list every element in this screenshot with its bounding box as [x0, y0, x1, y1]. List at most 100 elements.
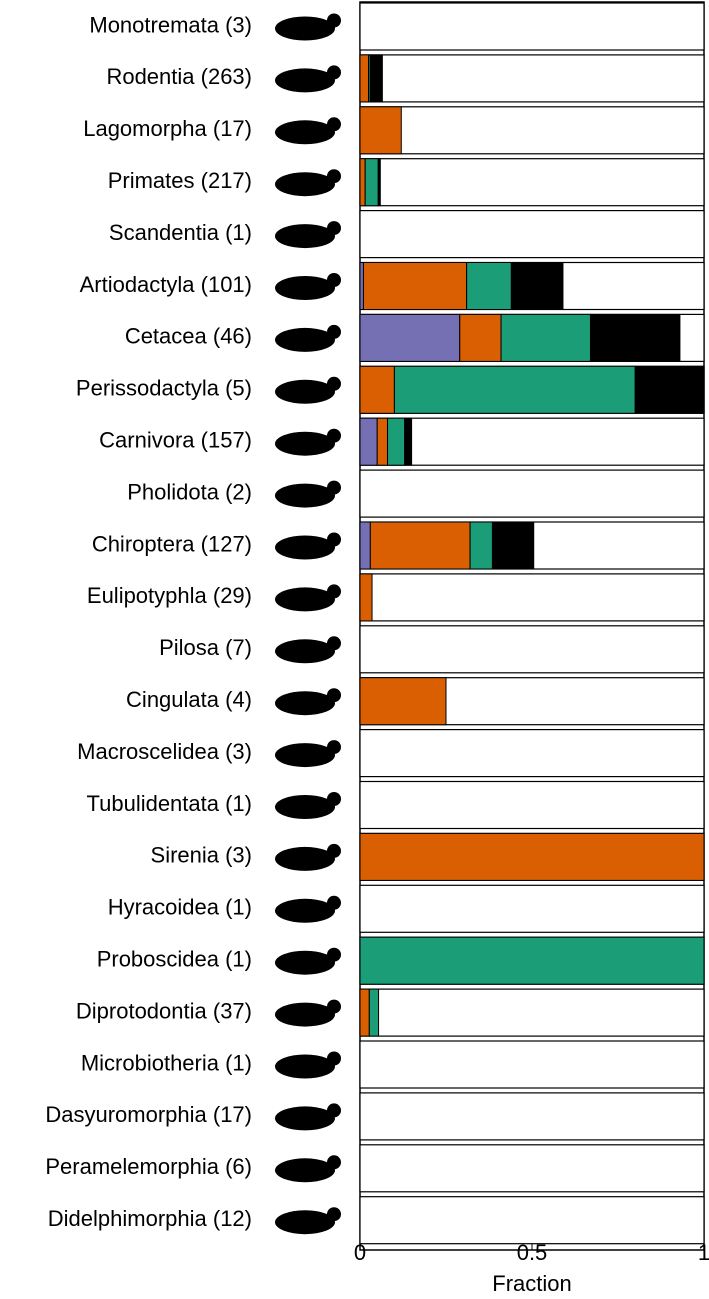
animal-silhouette [327, 1155, 341, 1170]
bar-background [359, 988, 705, 1037]
bar-segment [359, 832, 705, 881]
bar-background [359, 54, 705, 103]
animal-silhouette [275, 846, 335, 871]
animal-silhouette [275, 743, 335, 768]
y-tick-label: Primates (217) [108, 168, 252, 193]
animal-silhouette [275, 276, 335, 300]
x-tick-label: 0 [354, 1240, 366, 1265]
y-tick-label: Dasyuromorphia (17) [45, 1102, 252, 1127]
animal-silhouette [275, 1002, 335, 1027]
y-tick-label: Perissodactyla (5) [76, 376, 252, 401]
y-tick-label: Sirenia (3) [151, 843, 252, 868]
animal-silhouette [275, 1054, 335, 1079]
bar-segment [359, 417, 378, 466]
animal-silhouette [327, 688, 341, 703]
bar-background [359, 417, 705, 466]
animal-silhouette [275, 1210, 335, 1235]
animal-silhouette [275, 16, 335, 41]
y-tick-label: Scandentia (1) [109, 220, 252, 245]
animal-silhouette [327, 895, 341, 910]
animal-silhouette [275, 327, 335, 352]
bar-segment [589, 313, 681, 362]
bar-segment [387, 417, 406, 466]
bar-background [359, 625, 705, 674]
animal-silhouette [327, 13, 341, 28]
bar-background [359, 884, 705, 933]
bar-segment [359, 521, 371, 570]
bar-segment [359, 158, 366, 207]
animal-silhouette [327, 65, 341, 80]
bar-segment [362, 262, 468, 310]
animal-silhouette [275, 639, 335, 664]
animal-silhouette [327, 584, 341, 599]
animal-silhouette [327, 273, 341, 287]
bar-segment [634, 365, 705, 414]
bar-segment [359, 573, 373, 622]
bar-background [359, 2, 705, 51]
y-tick-label: Eulipotyphla (29) [87, 583, 252, 608]
y-tick-label: Rodentia (263) [106, 64, 252, 89]
animal-silhouette [327, 1103, 341, 1118]
animal-silhouette [327, 792, 341, 806]
animal-silhouette [327, 169, 341, 184]
bar-segment [369, 54, 383, 103]
bar-background [359, 1144, 705, 1193]
animal-silhouette [275, 379, 335, 404]
bar-segment [376, 417, 389, 466]
bar-segment [368, 988, 380, 1037]
y-tick-label: Cetacea (46) [125, 324, 252, 349]
bar-background [359, 1196, 705, 1245]
y-tick-label: Lagomorpha (17) [83, 116, 252, 141]
bar-background [359, 210, 705, 259]
bar-segment [369, 521, 471, 570]
y-tick-label: Pholidota (2) [127, 479, 252, 504]
x-axis-label: Fraction [492, 1271, 571, 1296]
animal-silhouette [327, 324, 341, 339]
bar-segment [359, 365, 395, 414]
y-tick-label: Pilosa (7) [159, 635, 252, 660]
animal-silhouette [327, 947, 341, 962]
animal-silhouette [275, 431, 335, 456]
bar-segment [393, 365, 636, 414]
y-tick-label: Cingulata (4) [126, 687, 252, 712]
bar-segment [359, 262, 364, 310]
y-tick-label: Carnivora (157) [99, 428, 252, 453]
bar-background [359, 780, 705, 830]
bar-background [359, 1040, 705, 1089]
animal-silhouette [327, 532, 341, 547]
x-tick-label: 1 [698, 1240, 709, 1265]
animal-silhouette [327, 1207, 341, 1222]
y-tick-label: Proboscidea (1) [97, 947, 252, 972]
bar-segment [359, 106, 402, 155]
bar-segment [359, 313, 461, 362]
animal-silhouette [327, 117, 341, 132]
animal-silhouette [275, 950, 335, 975]
bar-segment [377, 158, 381, 207]
animal-silhouette [275, 587, 335, 612]
bar-background [359, 1092, 705, 1141]
animal-silhouette [275, 120, 335, 145]
animal-silhouette [275, 535, 335, 560]
animal-silhouette [275, 691, 335, 716]
bar-background [359, 469, 705, 518]
y-tick-label: Chiroptera (127) [92, 531, 252, 556]
animal-silhouette [327, 376, 341, 391]
y-tick-label: Macroscelidea (3) [77, 739, 252, 764]
animal-silhouette [275, 1106, 335, 1131]
y-tick-label: Hyracoidea (1) [108, 895, 252, 920]
bar-segment [404, 417, 413, 466]
animal-silhouette [327, 221, 341, 236]
bar-segment [469, 521, 493, 570]
bar-background [359, 728, 705, 778]
bar-background [359, 573, 705, 622]
bar-segment [364, 158, 379, 207]
bar-segment [459, 313, 502, 362]
bar-segment [500, 313, 591, 362]
animal-silhouette [327, 740, 341, 755]
bar-segment [510, 262, 564, 310]
y-tick-label: Monotremata (3) [89, 12, 252, 37]
animal-silhouette [275, 68, 335, 93]
bar-segment [491, 521, 535, 570]
bar-segment [359, 54, 370, 103]
